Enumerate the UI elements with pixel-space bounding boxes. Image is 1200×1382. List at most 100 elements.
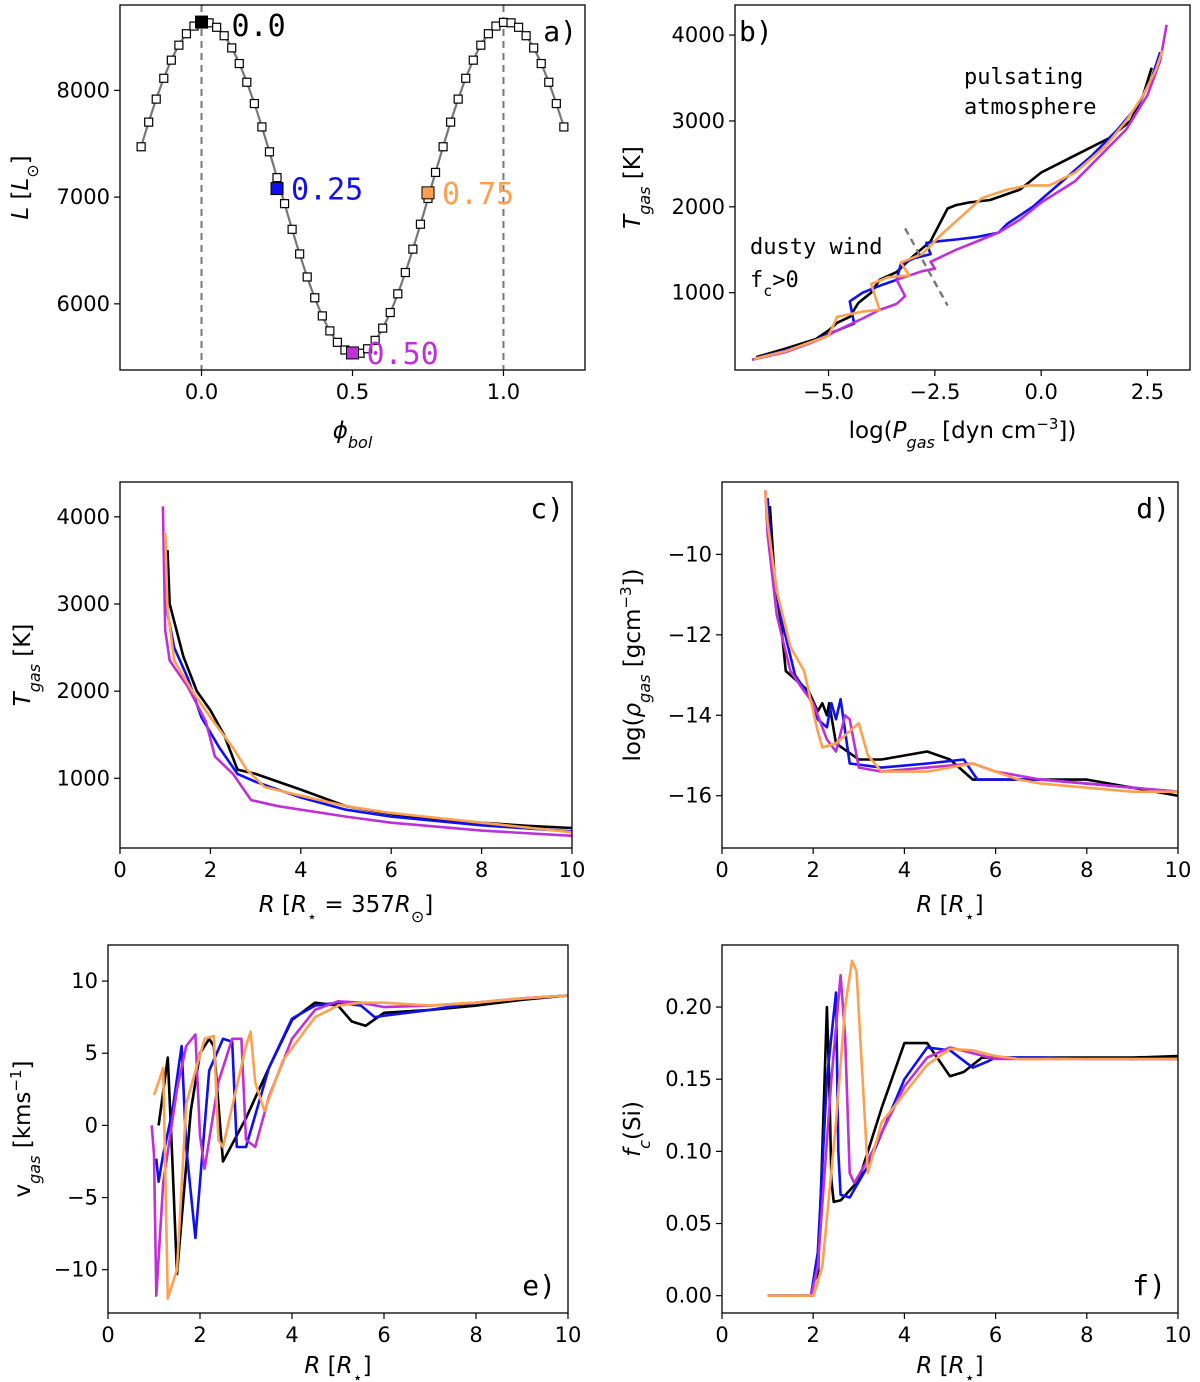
phase-label-00: 0.0	[232, 9, 286, 44]
y-tick-label: −16	[668, 784, 712, 808]
y-tick-label: 0.05	[665, 1212, 712, 1236]
light-curve-marker	[498, 17, 509, 28]
light-curve-marker	[559, 122, 569, 132]
panel-label: a)	[543, 15, 577, 48]
light-curve-marker	[257, 122, 267, 132]
x-tick-label: 2	[204, 858, 217, 882]
light-curve-marker	[287, 224, 297, 234]
x-tick-label: 8	[475, 858, 488, 882]
y-tick-label: 0	[85, 1113, 98, 1137]
phase-label-025: 0.25	[291, 173, 363, 208]
x-tick-label: 2	[807, 858, 820, 882]
y-tick-label: 2000	[672, 195, 725, 219]
light-curve-marker	[249, 98, 259, 109]
light-curve-marker	[521, 31, 531, 41]
panel-label: c)	[530, 492, 564, 525]
y-tick-label: 4000	[57, 505, 110, 529]
light-curve-marker	[551, 98, 561, 109]
series-line-phase-075	[163, 532, 572, 834]
y-tick-label: −10	[668, 542, 712, 566]
phase-marker-050	[346, 346, 359, 360]
x-tick-label: 6	[385, 858, 398, 882]
light-curve-marker	[491, 21, 501, 31]
y-tick-label: 6000	[57, 292, 110, 316]
plot-frame	[721, 481, 1179, 849]
x-axis-label: R [R⋆ = 357R⊙]	[259, 892, 433, 926]
x-tick-label: 2	[807, 1323, 820, 1347]
series-line-phase-075	[764, 489, 1178, 794]
panel-d-density-radius: 0 2 4 6 8 10 −16 −14 −12 −10 d) R [R⋆] log(ρgas [gcm…	[617, 481, 1191, 926]
y-tick-label: 1000	[672, 281, 725, 305]
light-curve-marker	[393, 289, 403, 299]
y-tick-label: −10	[54, 1258, 98, 1282]
y-tick-label: −14	[668, 703, 712, 727]
x-axis-label: ϕbol	[333, 418, 373, 452]
x-tick-label: −2.5	[909, 380, 960, 404]
x-tick-label: 8	[469, 1323, 482, 1347]
x-tick-label: 0	[715, 1323, 728, 1347]
annotation-pulsating: pulsating	[964, 65, 1083, 90]
x-tick-label: 8	[1080, 858, 1093, 882]
light-curve-marker	[317, 311, 327, 321]
x-tick-label: 0.5	[336, 380, 369, 404]
y-tick-label: 8000	[57, 78, 110, 102]
y-tick-label: 0.10	[665, 1139, 712, 1163]
y-tick-label: 0.20	[665, 995, 712, 1019]
x-tick-label: 0.0	[1024, 380, 1057, 404]
light-curve-marker	[400, 267, 410, 278]
light-curve-marker	[272, 173, 282, 183]
light-curve-marker	[332, 337, 343, 347]
light-curve-marker	[513, 22, 524, 32]
light-curve-marker	[219, 31, 229, 41]
series-line-phase-025	[767, 991, 1178, 1297]
series-line-phase-00	[166, 549, 572, 830]
x-tick-label: 6	[377, 1323, 390, 1347]
y-axis-label: L [L⊙]	[8, 155, 42, 219]
plot-frame	[119, 481, 573, 849]
light-curve-marker	[370, 335, 380, 345]
series-line-phase-050	[751, 24, 1168, 361]
light-curve-marker	[544, 77, 554, 87]
series-line-phase-050	[150, 994, 568, 1297]
light-curve-marker	[430, 167, 441, 178]
x-tick-label: −5.0	[803, 380, 854, 404]
light-curve-marker	[438, 142, 448, 152]
series-line-phase-050	[161, 506, 572, 838]
x-tick-label: 8	[1080, 1323, 1093, 1347]
light-curve-marker	[310, 293, 320, 303]
light-curve-marker	[506, 18, 516, 28]
plot-frame	[734, 4, 1191, 371]
panel-label: d)	[1136, 492, 1170, 525]
light-curve-marker	[461, 73, 471, 83]
x-tick-label: 2.5	[1131, 380, 1164, 404]
panel-label: f)	[1132, 1269, 1166, 1302]
light-curve-marker	[378, 323, 388, 333]
series-line-phase-025	[766, 498, 1178, 793]
x-axis-label: R [R⋆]	[304, 1353, 371, 1382]
plot-frame	[107, 944, 569, 1314]
series-line-phase-050	[764, 489, 1178, 793]
x-tick-label: 4	[898, 858, 911, 882]
phase-label-050: 0.50	[367, 337, 439, 372]
light-curve-marker	[136, 142, 146, 152]
light-curve-marker	[325, 326, 335, 336]
y-axis-label: fc(Si)	[620, 1101, 654, 1157]
x-tick-label: 10	[559, 858, 586, 882]
plot-frame	[721, 944, 1179, 1314]
wind-boundary-line	[904, 227, 949, 307]
x-tick-label: 0	[715, 858, 728, 882]
y-axis-label: log(ρgas [gcm−3])	[617, 569, 654, 762]
y-tick-label: 1000	[57, 766, 110, 790]
x-tick-label: 2	[193, 1323, 206, 1347]
light-curve-marker	[212, 22, 222, 32]
x-tick-label: 10	[555, 1323, 582, 1347]
annotation-atmosphere: atmosphere	[964, 95, 1096, 120]
light-curve-marker	[144, 117, 154, 127]
light-curve-marker	[476, 40, 486, 50]
light-curve-marker	[536, 58, 546, 69]
x-tick-label: 0	[113, 858, 126, 882]
light-curve-marker	[362, 344, 373, 354]
phase-marker-00	[195, 15, 209, 29]
panel-label: b)	[739, 15, 773, 48]
y-tick-label: 0.00	[665, 1284, 712, 1308]
